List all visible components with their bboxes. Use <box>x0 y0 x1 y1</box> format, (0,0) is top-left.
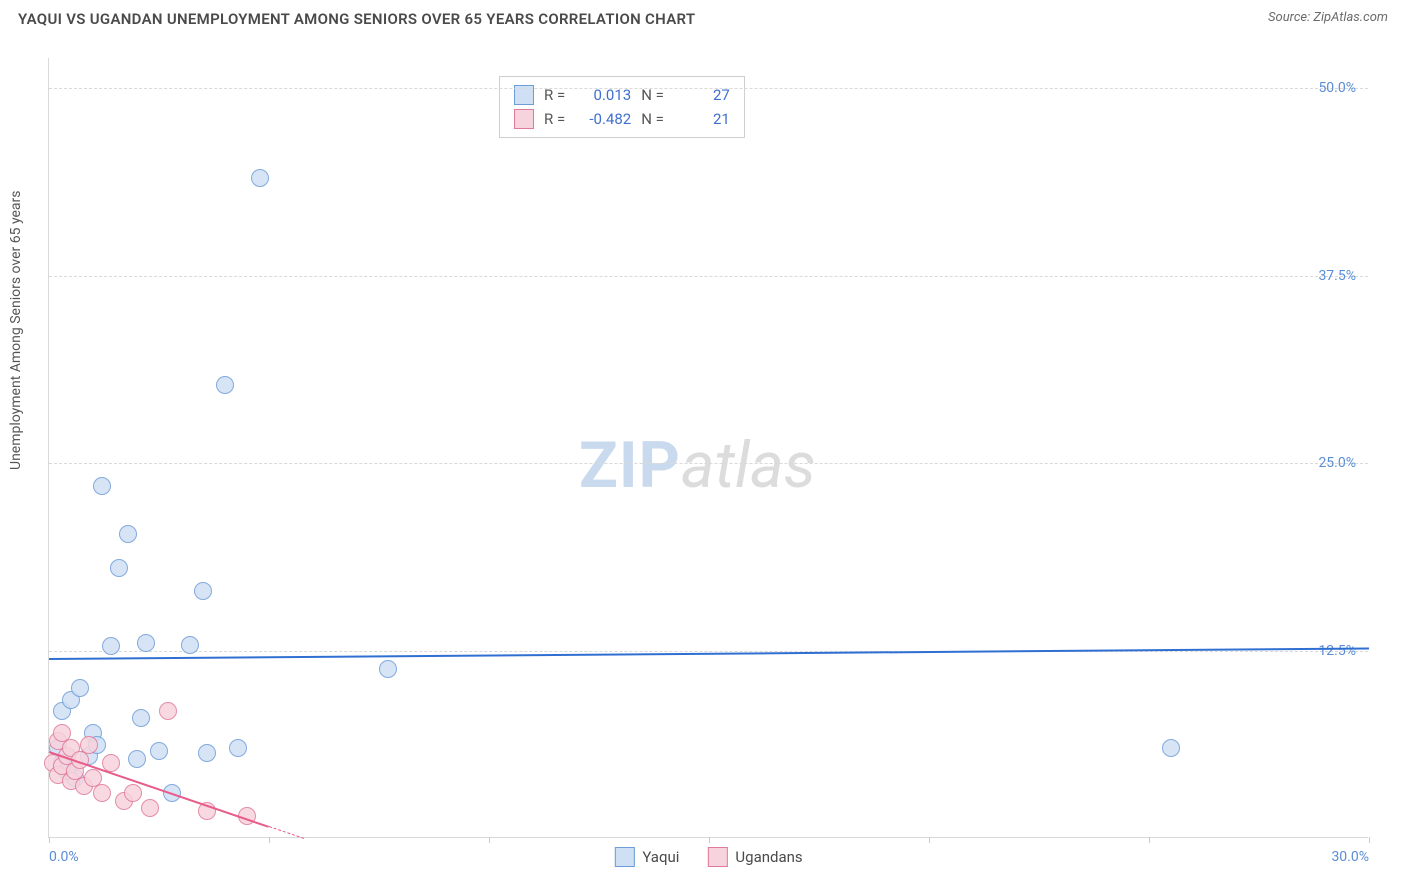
data-point <box>379 660 397 678</box>
x-tick <box>269 837 270 843</box>
y-tick-label: 37.5% <box>1318 268 1356 284</box>
trend-line <box>269 826 305 839</box>
y-tick-label: 12.5% <box>1318 643 1356 659</box>
x-tick <box>929 837 930 843</box>
stat-r-value: -0.482 <box>575 107 631 131</box>
watermark-zip: ZIP <box>579 428 681 503</box>
data-point <box>102 637 120 655</box>
stat-r-label: R = <box>544 107 565 131</box>
x-tick-label-max: 30.0% <box>1331 849 1369 865</box>
data-point <box>198 744 216 762</box>
data-point <box>1162 739 1180 757</box>
data-point <box>141 799 159 817</box>
stats-row: R = -0.482 N = 21 <box>514 107 730 131</box>
stats-row: R = 0.013 N = 27 <box>514 83 730 107</box>
chart-title: YAQUI VS UGANDAN UNEMPLOYMENT AMONG SENI… <box>18 10 695 28</box>
data-point <box>159 702 177 720</box>
stat-r-value: 0.013 <box>575 83 631 107</box>
trend-line <box>49 648 1369 660</box>
stat-r-label: R = <box>544 83 565 107</box>
stat-n-value: 27 <box>674 83 730 107</box>
y-tick-label: 50.0% <box>1318 80 1356 96</box>
legend-swatch <box>614 847 634 867</box>
x-tick <box>709 837 710 843</box>
x-tick <box>49 837 50 843</box>
source-attribution: Source: ZipAtlas.com <box>1268 10 1388 25</box>
data-point <box>119 525 137 543</box>
legend-label: Ugandans <box>735 848 802 866</box>
data-point <box>229 739 247 757</box>
data-point <box>251 169 269 187</box>
watermark: ZIPatlas <box>579 428 816 503</box>
stat-n-label: N = <box>641 107 664 131</box>
stat-n-label: N = <box>641 83 664 107</box>
data-point <box>181 636 199 654</box>
data-point <box>93 784 111 802</box>
stat-n-value: 21 <box>674 107 730 131</box>
y-tick-label: 25.0% <box>1318 455 1356 471</box>
legend-swatch <box>707 847 727 867</box>
data-point <box>132 709 150 727</box>
y-axis-label: Unemployment Among Seniors over 65 years <box>8 191 24 471</box>
plot-area: ZIPatlas R =0.013N =27R =-0.482N =21 Yaq… <box>48 58 1368 838</box>
x-tick <box>489 837 490 843</box>
gridline <box>49 88 1368 89</box>
data-point <box>80 736 98 754</box>
data-point <box>124 784 142 802</box>
data-point <box>110 559 128 577</box>
data-point <box>216 376 234 394</box>
data-point <box>71 679 89 697</box>
watermark-atlas: atlas <box>681 428 816 503</box>
x-tick-label-min: 0.0% <box>49 849 79 865</box>
gridline <box>49 276 1368 277</box>
data-point <box>137 634 155 652</box>
stats-box: R = 0.013 N = 27 R = -0.482 N = 21 <box>499 76 745 138</box>
data-point <box>194 582 212 600</box>
chart-container: Unemployment Among Seniors over 65 years… <box>0 40 1406 892</box>
legend-item: Yaqui <box>614 847 679 867</box>
legend-swatch <box>514 109 534 129</box>
gridline <box>49 463 1368 464</box>
x-tick <box>1149 837 1150 843</box>
data-point <box>128 750 146 768</box>
legend-item: Ugandans <box>707 847 802 867</box>
data-point <box>93 477 111 495</box>
x-tick <box>1369 837 1370 843</box>
legend-label: Yaqui <box>642 848 679 866</box>
legend-bottom: Yaqui Ugandans <box>614 847 802 867</box>
data-point <box>150 742 168 760</box>
